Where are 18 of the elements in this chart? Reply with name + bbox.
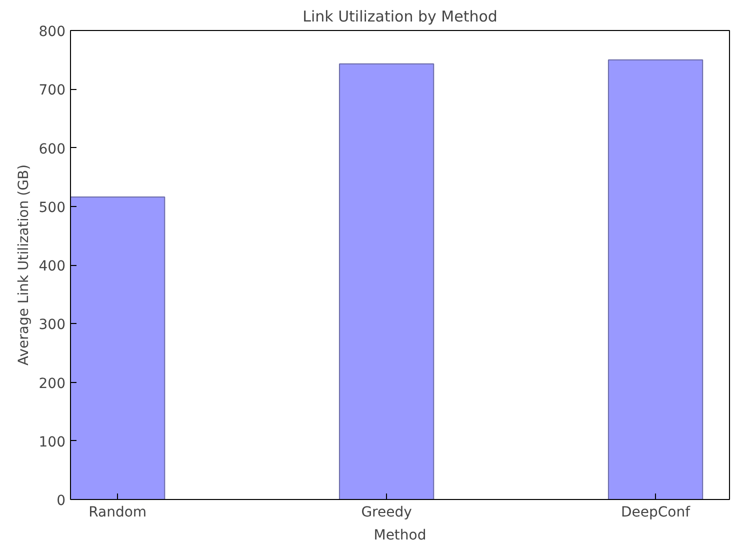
bar: [70, 196, 166, 500]
x-tick-label: DeepConf: [621, 504, 692, 520]
y-tick-label: 300: [38, 317, 66, 334]
y-tick-label: 0: [56, 493, 66, 509]
bar: [338, 63, 434, 500]
x-tick-label: Random: [88, 504, 147, 520]
y-tick-label: 800: [38, 24, 66, 40]
y-axis-title: Average Link Utilization (GB): [16, 164, 32, 366]
x-tick-label: Greedy: [361, 504, 412, 520]
chart-title: Link Utilization by Method: [302, 8, 498, 26]
x-axis-title: Method: [374, 528, 426, 544]
bar: [608, 59, 704, 500]
y-tick-label: 700: [38, 82, 66, 99]
y-tick-label: 100: [38, 434, 66, 450]
y-tick-label: 400: [38, 258, 66, 274]
y-tick-label: 600: [38, 141, 66, 158]
y-tick-label: 200: [38, 376, 66, 392]
y-tick-label: 500: [38, 200, 66, 216]
